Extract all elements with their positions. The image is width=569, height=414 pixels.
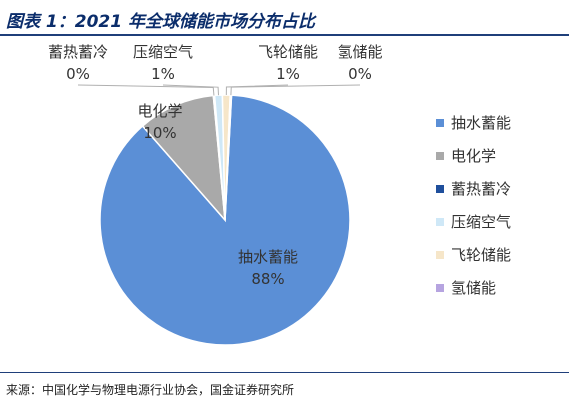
legend-swatch-0: [436, 119, 444, 127]
figure-header: 图表 1：2021 年全球储能市场分布占比: [0, 0, 569, 36]
leader-line-4: [225, 84, 289, 96]
slice-name-label-2: 蓄热蓄冷: [48, 43, 108, 61]
slice-value-label-4: 1%: [276, 65, 300, 83]
pie-chart: 抽水蓄能 88% 电化学 10% 蓄热蓄冷 0% 压缩空气 1% 飞轮储能 1% 氢储能 0% 抽水蓄…: [48, 43, 511, 346]
legend-swatch-3: [436, 218, 444, 226]
slice-value-label-1: 10%: [143, 124, 176, 142]
legend-label-1: 电化学: [451, 147, 496, 165]
slice-value-label-2: 0%: [66, 65, 90, 83]
leader-line-2: [77, 84, 215, 96]
source-divider: [0, 372, 569, 373]
slice-name-label-0: 抽水蓄能: [238, 248, 298, 266]
pie-slices: [99, 94, 351, 346]
slice-name-label-3: 压缩空气: [133, 43, 193, 61]
legend-label-4: 飞轮储能: [451, 246, 511, 264]
legend-label-0: 抽水蓄能: [451, 114, 511, 132]
pie-slice-1: [141, 94, 226, 223]
legend-label-3: 压缩空气: [451, 213, 511, 231]
source-note: 来源：中国化学与物理电源行业协会，国金证券研究所: [6, 383, 295, 397]
leader-lines: [77, 84, 361, 96]
slice-value-label-0: 88%: [251, 270, 284, 288]
slice-labels: 抽水蓄能 88% 电化学 10% 蓄热蓄冷 0% 压缩空气 1% 飞轮储能 1% 氢储能 0%: [48, 43, 383, 288]
leader-line-3: [162, 84, 220, 96]
slice-name-label-1: 电化学: [137, 102, 182, 120]
legend-swatch-5: [436, 284, 444, 292]
legend-label-5: 氢储能: [451, 279, 496, 297]
leader-line-5: [230, 84, 361, 96]
slice-value-label-5: 0%: [348, 65, 372, 83]
slice-name-label-5: 氢储能: [337, 43, 382, 61]
title-divider: [0, 34, 569, 36]
slice-value-label-3: 1%: [151, 65, 175, 83]
legend-swatch-4: [436, 251, 444, 259]
legend-swatch-1: [436, 152, 444, 160]
legend-label-2: 蓄热蓄冷: [451, 180, 511, 198]
slice-name-label-4: 飞轮储能: [258, 43, 318, 61]
figure-title: 图表 1：2021 年全球储能市场分布占比: [6, 12, 315, 32]
legend-swatch-2: [436, 185, 444, 193]
